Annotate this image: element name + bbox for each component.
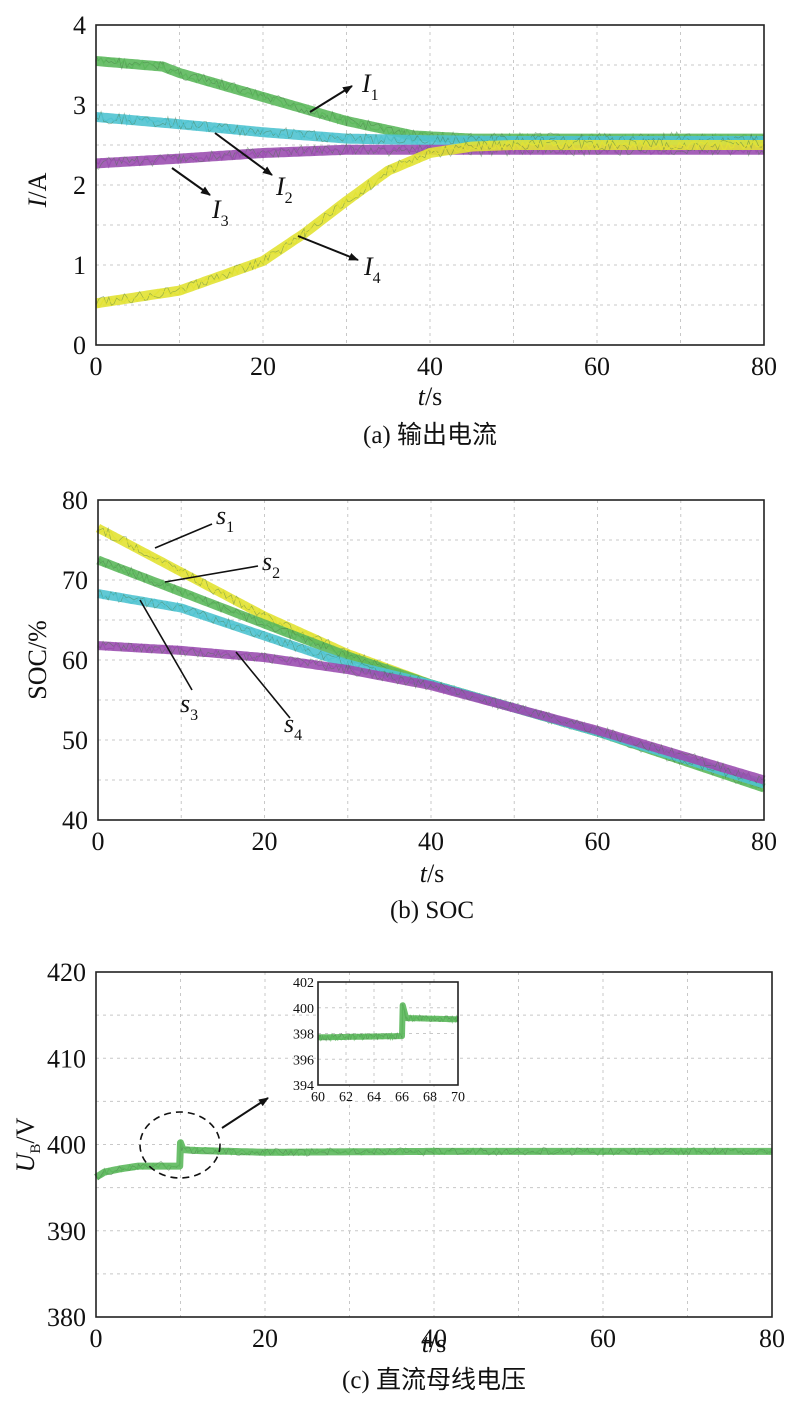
x-tick-label: 70 <box>451 1090 465 1105</box>
series-group <box>94 1139 773 1181</box>
x-tick-label: 68 <box>423 1090 437 1105</box>
x-tick-label: 20 <box>250 352 276 381</box>
x-tick-labels: 0 20 40 60 80 <box>90 352 778 381</box>
y-tick-label: 400 <box>47 1131 86 1160</box>
y-axis-label: I/A <box>23 172 52 208</box>
y-tick-label: 402 <box>293 976 314 991</box>
x-tick-label: 20 <box>252 827 278 856</box>
caption: (c) 直流母线电压 <box>342 1366 526 1394</box>
plot-frame <box>95 24 765 346</box>
x-tick-label: 60 <box>584 352 610 381</box>
x-tick-label: 60 <box>585 827 611 856</box>
s1-label: s1 <box>216 501 234 536</box>
x-tick-label: 40 <box>421 1324 447 1353</box>
y-tick-label: 4 <box>73 11 86 40</box>
s3-leader <box>139 599 193 691</box>
inset-series-group <box>316 1002 460 1043</box>
x-tick-label: 0 <box>92 827 105 856</box>
series-I1-line <box>95 56 765 145</box>
s3-label: s3 <box>180 689 198 724</box>
x-tick-label: 80 <box>751 827 777 856</box>
y-axis-label: UB/V <box>11 1117 44 1172</box>
x-axis-label: t/s <box>422 1329 447 1358</box>
y-axis-label: SOC/% <box>23 620 52 699</box>
y-tick-label: 0 <box>73 331 86 360</box>
i3-arrow <box>171 167 211 196</box>
y-tick-label: 380 <box>47 1303 86 1332</box>
y-tick-label: 398 <box>293 1028 314 1043</box>
y-tick-label: 1 <box>73 251 86 280</box>
i2-arrow <box>214 132 273 176</box>
caption: (a) 输出电流 <box>363 421 497 449</box>
i4-label: I4 <box>363 252 381 287</box>
series-UB-line <box>317 1005 459 1043</box>
x-tick-label: 62 <box>339 1090 353 1105</box>
y-tick-labels: 0 1 2 3 4 <box>73 11 86 360</box>
zoom-arrow <box>221 1097 269 1129</box>
i4-arrow <box>297 235 359 261</box>
s2-label: s2 <box>262 547 280 582</box>
x-tick-label: 0 <box>90 352 103 381</box>
y-tick-label: 420 <box>47 958 86 987</box>
series-UB-line <box>95 1139 773 1179</box>
x-tick-label: 40 <box>418 827 444 856</box>
series-s4-noise <box>97 640 765 784</box>
y-tick-label: 394 <box>293 1079 314 1094</box>
inset-x-tick-labels: 60 62 64 66 68 70 <box>311 1090 465 1105</box>
s2-leader <box>164 565 259 583</box>
inset-frame <box>317 981 459 1086</box>
chart-soc: 0 20 40 60 80 40 50 60 70 80 SOC/% t/s (b) SOC s… <box>23 486 777 924</box>
y-tick-label: 3 <box>73 91 86 120</box>
x-tick-label: 20 <box>252 1324 278 1353</box>
x-tick-label: 80 <box>759 1324 785 1353</box>
i1-label: I1 <box>361 69 379 104</box>
chart-dc-bus-voltage: 0 20 40 60 80 380 390 400 410 420 UB/V t/s (c) 直… <box>11 958 785 1394</box>
inset-zoom-chart: 60 62 64 66 68 70 394 396 398 400 402 <box>293 976 465 1105</box>
y-tick-label: 60 <box>62 646 88 675</box>
s1-leader <box>154 523 213 549</box>
x-tick-labels: 0 20 40 60 80 <box>92 827 778 856</box>
y-tick-labels: 380 390 400 410 420 <box>47 958 86 1332</box>
y-tick-label: 2 <box>73 171 86 200</box>
x-tick-label: 80 <box>751 352 777 381</box>
grid <box>97 499 765 821</box>
y-tick-label: 40 <box>62 806 88 835</box>
plot-frame <box>97 499 765 821</box>
x-axis-label: t/s <box>418 382 443 411</box>
y-tick-label: 70 <box>62 566 88 595</box>
s4-label: s4 <box>284 709 302 744</box>
series-I4-line <box>95 139 765 308</box>
y-tick-label: 410 <box>47 1044 86 1073</box>
caption: (b) SOC <box>390 897 474 924</box>
plot-frame <box>95 971 773 1318</box>
x-tick-label: 66 <box>395 1090 409 1105</box>
series-s4-line <box>97 641 765 783</box>
x-tick-label: 40 <box>417 352 443 381</box>
i3-label: I3 <box>211 195 229 230</box>
series-s4-band <box>96 641 766 785</box>
x-tick-label: 60 <box>311 1090 325 1105</box>
x-tick-labels: 0 20 40 60 80 <box>90 1324 786 1353</box>
series-group <box>93 54 767 309</box>
y-tick-label: 80 <box>62 486 88 515</box>
zoom-region-ellipse <box>139 1111 221 1179</box>
y-tick-label: 400 <box>293 1002 314 1017</box>
i2-label: I2 <box>275 172 293 207</box>
x-axis-label: t/s <box>420 859 445 888</box>
y-tick-label: 390 <box>47 1217 86 1246</box>
y-tick-labels: 40 50 60 70 80 <box>62 486 88 835</box>
y-tick-label: 396 <box>293 1053 314 1068</box>
chart-output-current: 0 20 40 60 80 0 1 2 3 4 I/A t/s (a) 输出电流 I1 I2 I… <box>23 11 777 449</box>
i1-arrow <box>309 85 353 113</box>
s4-leader <box>235 651 291 719</box>
x-tick-label: 60 <box>590 1324 616 1353</box>
y-tick-label: 50 <box>62 726 88 755</box>
x-tick-label: 0 <box>90 1324 103 1353</box>
series-I3-line <box>95 143 765 169</box>
series-group <box>95 524 766 793</box>
x-tick-label: 64 <box>367 1090 381 1105</box>
inset-y-tick-labels: 394 396 398 400 402 <box>293 976 314 1094</box>
